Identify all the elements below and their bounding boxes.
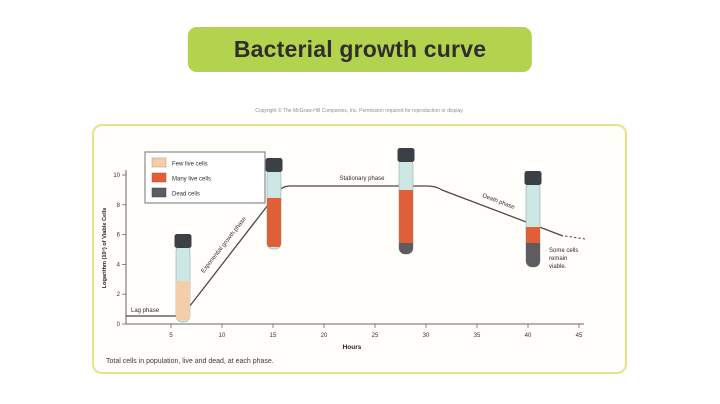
tube-liquid-dead — [399, 243, 413, 254]
x-tick-label: 15 — [270, 333, 277, 339]
x-tick-label: 5 — [169, 333, 173, 339]
growth-curve-dashed-end — [564, 235, 586, 240]
death-phase-label: Death phase — [481, 193, 516, 211]
tube-death-phase — [524, 171, 542, 268]
exponential-phase-label: Exponential growth phase — [201, 216, 249, 275]
tube-liquid-dead — [526, 243, 540, 267]
x-tick-label: 30 — [423, 333, 430, 339]
title-badge: Bacterial growth curve — [187, 27, 533, 72]
x-axis-title: Hours — [343, 344, 362, 351]
legend-swatch-dead — [151, 187, 167, 198]
x-tick-label: 40 — [525, 333, 532, 339]
figure-caption: Total cells in population, live and dead… — [106, 358, 274, 365]
tube-liquid-many-live — [267, 198, 281, 247]
tube-exponential-phase — [265, 158, 283, 250]
legend-label: Many live cells — [172, 177, 211, 183]
y-tick-label: 10 — [113, 173, 120, 179]
svg-text:viable.: viable. — [549, 264, 567, 270]
legend-swatch-many-live — [151, 172, 167, 183]
tube-liquid-many-live — [399, 190, 413, 243]
svg-text:remain: remain — [549, 256, 567, 262]
tube-cap — [174, 234, 192, 248]
y-axis: 0 2 4 6 8 10 Logarithm (10ⁿ) of Viable C… — [101, 170, 127, 328]
tube-liquid-many-live — [526, 227, 540, 243]
stationary-phase-label: Stationary phase — [339, 176, 385, 182]
y-tick-label: 4 — [117, 262, 121, 268]
y-axis-ticks — [122, 174, 126, 325]
legend-swatch-few-live — [151, 157, 167, 168]
y-tick-label: 0 — [117, 322, 121, 328]
tube-cap — [397, 148, 415, 162]
y-tick-label: 8 — [117, 203, 121, 209]
tube-cap — [524, 171, 542, 185]
x-tick-label: 10 — [219, 333, 226, 339]
y-axis-title: Logarithm (10ⁿ) of Viable Cells — [101, 208, 108, 289]
x-tick-label: 35 — [474, 333, 481, 339]
svg-text:Some cells: Some cells — [549, 248, 578, 254]
slide-title: Bacterial growth curve — [233, 36, 487, 62]
legend-label: Few live cells — [172, 162, 208, 168]
legend-label: Dead cells — [172, 192, 200, 198]
some-cells-remain-viable-note: Some cells remain viable. — [549, 248, 578, 270]
tube-cap — [265, 158, 283, 172]
legend: Few live cells Many live cells Dead cell… — [144, 151, 266, 204]
x-tick-label: 45 — [576, 333, 583, 339]
lag-phase-label: Lag phase — [131, 308, 160, 314]
chart-panel: 0 2 4 6 8 10 Logarithm (10ⁿ) of Viable C… — [92, 124, 627, 374]
y-tick-label: 6 — [117, 233, 121, 239]
growth-curve-chart: 0 2 4 6 8 10 Logarithm (10ⁿ) of Viable C… — [101, 148, 586, 351]
x-tick-label: 25 — [372, 333, 379, 339]
tube-stationary-phase — [397, 148, 415, 255]
x-axis: 5 10 15 20 25 30 35 40 45 Hours — [126, 323, 584, 351]
tube-lag-phase — [174, 234, 192, 323]
x-tick-label: 20 — [321, 333, 328, 339]
tube-liquid-few-live — [176, 281, 190, 320]
y-tick-label: 2 — [117, 292, 121, 298]
copyright-text: Copyright © The McGraw-Hill Companies, I… — [255, 108, 464, 114]
x-axis-ticks — [170, 324, 580, 328]
growth-curve-line — [126, 185, 564, 317]
